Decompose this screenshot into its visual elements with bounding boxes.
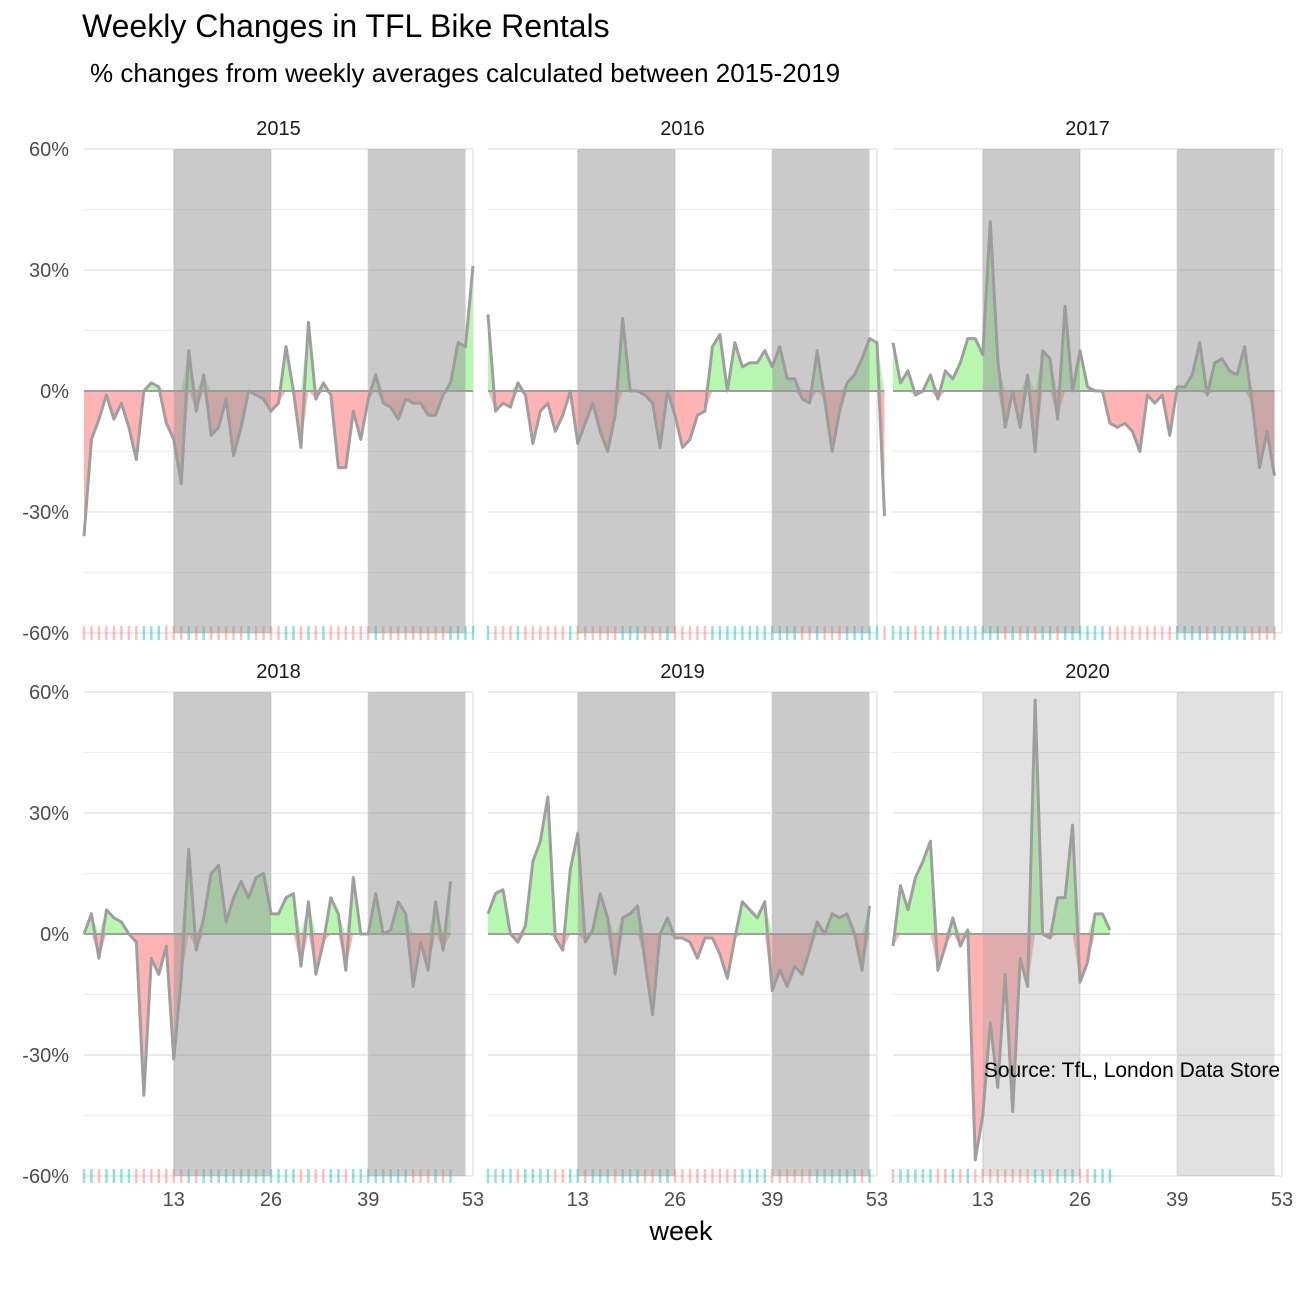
y-tick-label: -60%	[22, 623, 69, 645]
x-tick-label: 26	[1069, 1189, 1091, 1211]
x-tick-label: 53	[462, 1189, 484, 1211]
shaded-quarter	[1177, 149, 1275, 633]
shaded-quarter	[368, 149, 466, 633]
y-tick-label: 30%	[29, 803, 69, 825]
x-tick-label: 39	[761, 1189, 783, 1211]
shaded-quarter	[368, 692, 466, 1176]
panel-2016: 2016	[486, 118, 886, 640]
shaded-quarter	[982, 149, 1081, 633]
panel-2015: 2015 -60% -30% 0% 30% 60%	[22, 118, 475, 645]
shaded-quarter	[577, 692, 676, 1176]
panel-strip-label: 2019	[660, 661, 705, 683]
x-axis-title: week	[648, 1216, 713, 1246]
shaded-quarter	[577, 149, 676, 633]
series-line	[891, 698, 1112, 1162]
y-tick-label: 60%	[29, 682, 69, 704]
x-tick-label: 26	[664, 1189, 686, 1211]
x-tick-label: 53	[866, 1189, 888, 1211]
panel-2019: 2019 13 26 39 53	[486, 661, 888, 1211]
area-positive	[893, 700, 1110, 934]
x-tick-label: 39	[357, 1189, 379, 1211]
y-tick-label: -30%	[22, 1045, 69, 1067]
shaded-quarter	[982, 692, 1081, 1176]
panel-strip-label: 2016	[660, 118, 705, 140]
panel-strip-label: 2015	[256, 118, 301, 140]
shaded-quarter	[772, 692, 870, 1176]
y-tick-label: 60%	[29, 139, 69, 161]
x-tick-label: 53	[1271, 1189, 1293, 1211]
x-tick-label: 13	[163, 1189, 185, 1211]
y-tick-label: -30%	[22, 502, 69, 524]
y-tick-label: 0%	[40, 924, 69, 946]
shaded-quarter	[772, 149, 870, 633]
panel-strip-label: 2018	[256, 661, 301, 683]
panel-strip-label: 2020	[1065, 661, 1110, 683]
panel-2020: 2020 13 26 39 53	[891, 661, 1293, 1211]
x-tick-label: 13	[972, 1189, 994, 1211]
x-tick-label: 39	[1166, 1189, 1188, 1211]
chart-subtitle: % changes from weekly averages calculate…	[90, 58, 841, 88]
panel-2018: 2018 -60% -30% 0% 30% 60% 13 26 39 53	[22, 661, 484, 1211]
chart-caption: Source: TfL, London Data Store	[983, 1059, 1280, 1082]
x-tick-label: 26	[260, 1189, 282, 1211]
chart-title: Weekly Changes in TFL Bike Rentals	[82, 8, 610, 44]
y-tick-label: -60%	[22, 1166, 69, 1188]
x-tick-label: 13	[567, 1189, 589, 1211]
shaded-quarter	[173, 149, 272, 633]
shaded-quarter	[1177, 692, 1275, 1176]
panel-2017: 2017	[891, 118, 1283, 640]
shaded-quarter	[173, 692, 272, 1176]
y-tick-label: 30%	[29, 260, 69, 282]
y-tick-label: 0%	[40, 381, 69, 403]
panel-strip-label: 2017	[1065, 118, 1110, 140]
